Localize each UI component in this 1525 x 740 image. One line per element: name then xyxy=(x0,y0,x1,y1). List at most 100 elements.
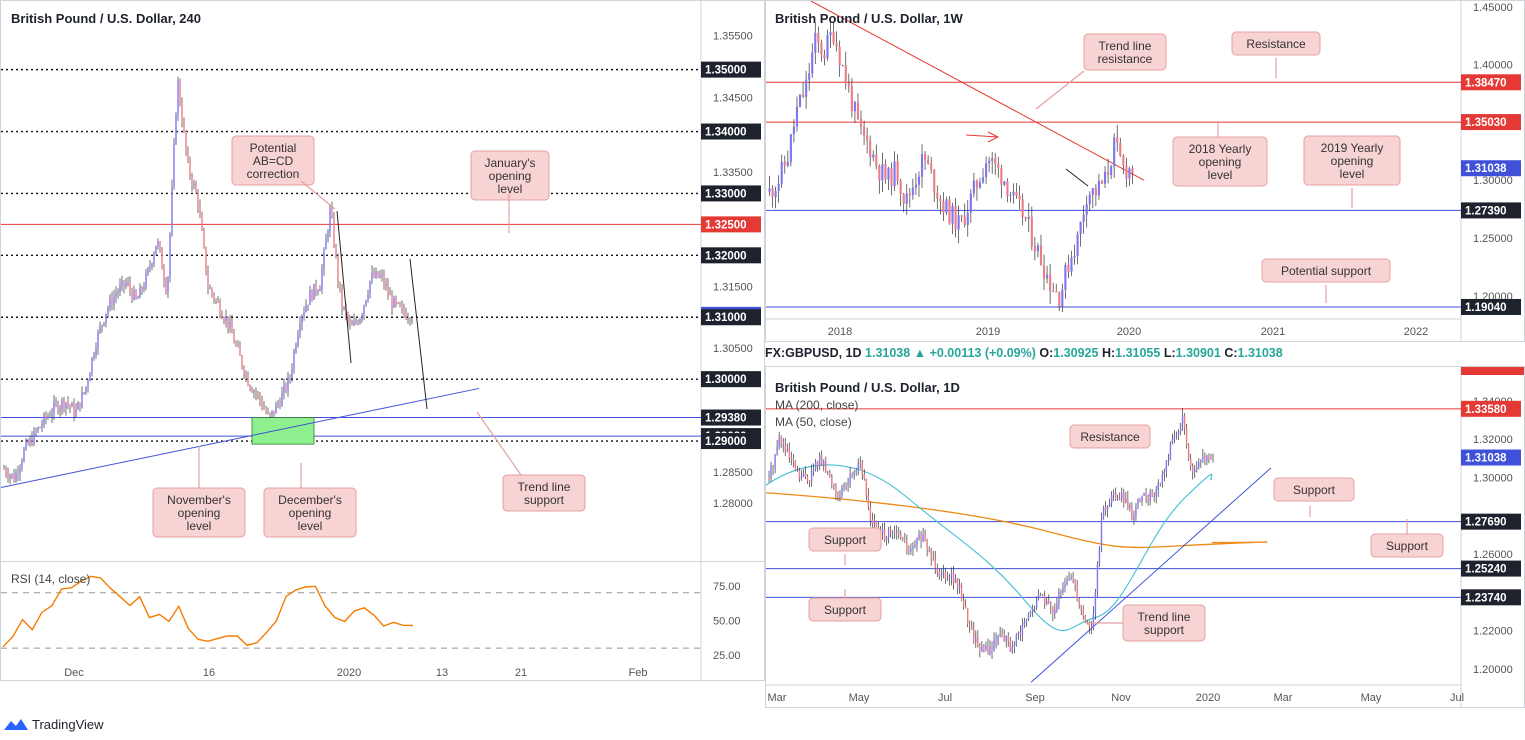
candle-body xyxy=(395,298,396,303)
candle-body xyxy=(365,300,366,305)
candle-body xyxy=(845,485,846,486)
candle-body xyxy=(1001,634,1002,637)
candle-body xyxy=(902,538,903,539)
candle-body xyxy=(1058,292,1060,306)
rsi-svg[interactable]: 25.00 50.00 75.00 Dec 16 2020 13 21 Feb xyxy=(1,562,765,681)
h4-x-tick: 16 xyxy=(203,667,215,679)
candle-body xyxy=(833,32,835,43)
daily-chart-panel[interactable]: 1.200001.220001.260001.300001.320001.340… xyxy=(765,366,1525,708)
candle-body xyxy=(165,281,166,293)
candle-body xyxy=(866,135,868,140)
daily-callout-support-3-text: Support xyxy=(1386,539,1429,553)
candle-body xyxy=(253,391,254,392)
candle-body xyxy=(898,531,899,534)
candle-body xyxy=(1208,455,1209,456)
h4-price-2-label: 1.33000 xyxy=(705,188,747,200)
h4-callout-trendline-text: support xyxy=(524,493,565,507)
h4-chart-svg[interactable]: 1.28000 1.28500 1.30000 1.30500 1.31500 1.335… xyxy=(1,1,765,562)
candle-body xyxy=(323,249,324,269)
candle-body xyxy=(843,485,844,487)
candle-body xyxy=(1066,580,1067,585)
h4-callout-abcd-text: correction xyxy=(247,167,300,181)
weekly-chart-panel[interactable]: 1.20000 1.25000 1.30000 1.40000 1.45000 1.384… xyxy=(765,0,1525,342)
candle-body xyxy=(851,474,852,476)
candle-body xyxy=(1022,199,1024,217)
candle-body xyxy=(87,381,88,387)
candle-body xyxy=(81,393,82,408)
candle-body xyxy=(167,278,168,293)
daily-y-tick: 1.26000 xyxy=(1473,549,1513,561)
candle-body xyxy=(933,170,935,193)
candle-body xyxy=(199,206,200,215)
candle-body xyxy=(141,287,142,290)
candle-body xyxy=(143,287,144,290)
candle-body xyxy=(1192,466,1193,472)
candle-body xyxy=(179,81,180,104)
candle-body xyxy=(1196,467,1197,469)
candle-body xyxy=(39,427,40,428)
up-triangle-icon: ▲ xyxy=(914,346,926,360)
candle-body xyxy=(1077,234,1079,256)
candle-body xyxy=(829,32,831,35)
candle-body xyxy=(1056,604,1057,610)
candle-body xyxy=(961,215,963,217)
candle-body xyxy=(1204,456,1205,461)
candle-body xyxy=(875,154,877,165)
candle-body xyxy=(119,285,120,292)
h4-price-7-label: 1.30000 xyxy=(705,374,747,386)
candle-body xyxy=(973,181,975,194)
candle-body xyxy=(1038,595,1039,598)
candle-body xyxy=(1080,222,1082,234)
weekly-callout-trendline-text: Trend line xyxy=(1099,39,1152,53)
candle-body xyxy=(1018,633,1019,635)
candle-body xyxy=(1194,469,1195,472)
daily-x-tick: May xyxy=(849,692,870,704)
h4-callout-abcd-text: Potential xyxy=(250,141,297,155)
candle-body xyxy=(851,86,853,111)
candle-body xyxy=(367,294,368,300)
candle-body xyxy=(1097,564,1098,592)
candle-body xyxy=(1129,506,1130,509)
candle-body xyxy=(299,324,300,334)
h4-callout-january-text: opening xyxy=(489,169,532,183)
candle-body xyxy=(914,545,915,547)
weekly-callout-trendline-pointer xyxy=(1036,71,1084,109)
weekly-callout-2019-text: 2019 Yearly xyxy=(1321,141,1384,155)
candle-body xyxy=(103,323,104,325)
weekly-x-tick: 2018 xyxy=(828,326,852,338)
daily-chart-svg[interactable]: 1.200001.220001.260001.300001.320001.340… xyxy=(766,367,1525,708)
candle-body xyxy=(1085,616,1086,622)
candle-body xyxy=(1064,585,1065,587)
candle-body xyxy=(939,572,940,576)
candle-body xyxy=(884,529,885,540)
candle-body xyxy=(1092,188,1094,195)
candle-body xyxy=(409,319,410,321)
candle-body xyxy=(265,409,266,413)
candle-body xyxy=(227,317,228,327)
candle-body xyxy=(886,538,887,540)
h4-price-4-label: 1.32000 xyxy=(705,250,747,262)
candle-body xyxy=(965,606,966,608)
candle-body xyxy=(827,472,828,473)
tradingview-brand[interactable]: TradingView xyxy=(4,716,104,732)
daily-callout-resistance-text: Resistance xyxy=(1080,430,1140,444)
weekly-chart-svg[interactable]: 1.200001.250001.300001.400001.450001.384… xyxy=(766,1,1525,342)
candle-body xyxy=(768,477,769,478)
candle-body xyxy=(849,474,850,483)
candle-body xyxy=(1178,432,1179,434)
candle-body xyxy=(371,272,372,281)
h4-chart-panel[interactable]: 1.28000 1.28500 1.30000 1.30500 1.31500 1.335… xyxy=(0,0,765,562)
candle-body xyxy=(912,188,914,195)
rsi-panel[interactable]: 25.00 50.00 75.00 Dec 16 2020 13 21 Feb RSI (14,… xyxy=(0,561,765,681)
candle-body xyxy=(393,298,394,308)
candle-body xyxy=(1172,439,1173,443)
candle-body xyxy=(201,215,202,230)
candle-body xyxy=(1048,601,1049,604)
candle-body xyxy=(774,455,775,468)
candle-body xyxy=(77,402,78,409)
candle-body xyxy=(1081,605,1082,609)
candle-body xyxy=(890,530,891,533)
candle-body xyxy=(941,574,942,576)
h4-x-tick: 2020 xyxy=(337,667,361,679)
candle-body xyxy=(863,127,865,135)
